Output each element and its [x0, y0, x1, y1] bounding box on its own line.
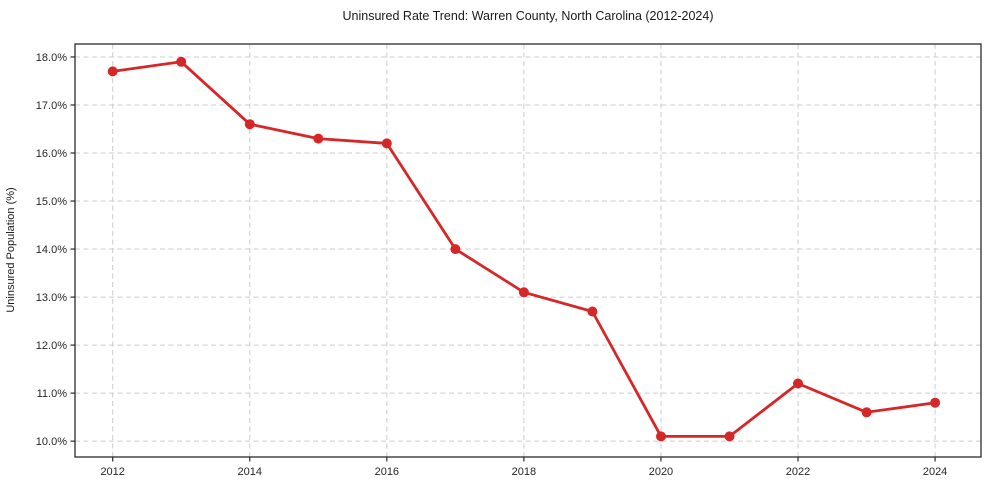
data-point — [724, 431, 735, 442]
y-tick-label: 18.0% — [36, 52, 67, 64]
data-point — [450, 244, 461, 255]
y-tick-label: 17.0% — [36, 100, 67, 112]
grid-layer — [75, 44, 981, 457]
plot-border — [74, 43, 982, 458]
data-point — [930, 397, 941, 408]
data-point — [587, 306, 598, 317]
x-tick-label: 2020 — [649, 466, 673, 478]
series-layer — [107, 56, 941, 442]
y-tick-label: 10.0% — [36, 436, 67, 448]
y-tick-label: 11.0% — [37, 388, 68, 400]
x-tick-label: 2014 — [238, 466, 262, 478]
y-tick-label: 14.0% — [36, 244, 67, 256]
y-tick-label: 15.0% — [36, 196, 67, 208]
data-point — [518, 287, 529, 298]
data-point — [176, 56, 187, 67]
data-point — [793, 378, 803, 389]
data-point — [656, 431, 666, 442]
y-tick-label: 16.0% — [36, 148, 67, 160]
axes-layer: 10.0% 11.0% 12.0% 13.0% 14.0% 15.0% 16.0% 17.0%… — [36, 43, 982, 478]
data-point — [107, 66, 118, 77]
data-point — [313, 133, 324, 144]
x-tick-label: 2022 — [786, 466, 810, 478]
data-point — [381, 138, 392, 149]
y-tick-label: 13.0% — [36, 292, 67, 304]
x-tick-label: 2012 — [100, 466, 124, 478]
chart-title: Uninsured Rate Trend: Warren County, Nor… — [342, 9, 713, 23]
y-tick-label: 12.0% — [36, 340, 67, 352]
x-tick-label: 2018 — [512, 466, 536, 478]
y-axis-label: Uninsured Population (%) — [5, 187, 17, 312]
x-tick-label: 2024 — [923, 466, 947, 478]
x-tick-label: 2016 — [375, 466, 399, 478]
data-point — [861, 407, 872, 418]
data-point — [244, 119, 255, 130]
